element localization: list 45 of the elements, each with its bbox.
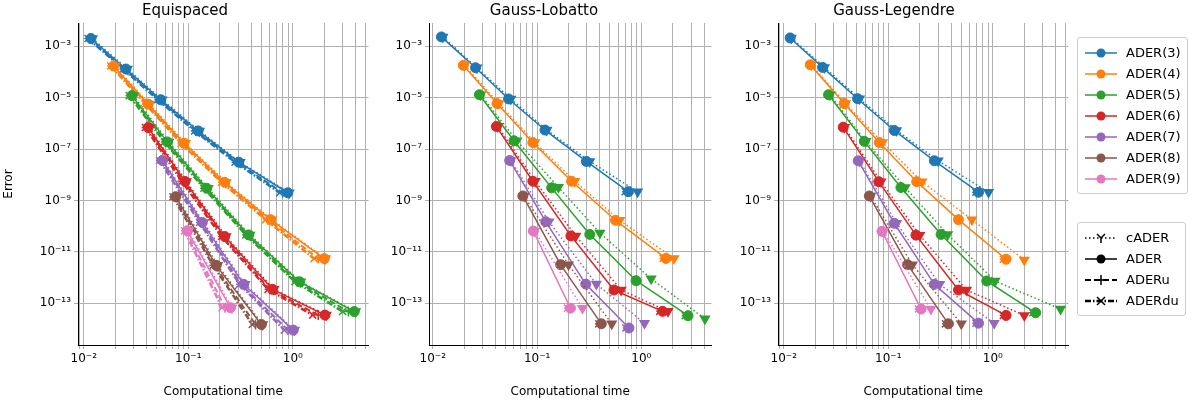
x-tick-label: 10⁻¹ [175, 351, 202, 366]
y-tick-label: 10⁻³ [744, 38, 772, 53]
legend-label: ADER [1126, 251, 1163, 266]
y-tick-label: 10⁻¹¹ [739, 244, 772, 259]
y-tick-label: 10⁻⁷ [744, 141, 772, 156]
legend-label: ADER(5) [1126, 87, 1181, 102]
x-axis-title: Computational time [510, 383, 630, 398]
y-tick-label: 10⁻³ [395, 38, 423, 53]
y-tick-label: 10⁻³ [44, 38, 72, 53]
legend-label: ADERu [1126, 272, 1170, 287]
legend-label: ADER(7) [1126, 129, 1181, 144]
chart-title: Equispaced [141, 0, 229, 19]
x-axis-title: Computational time [863, 383, 983, 398]
y-tick-label: 10⁻⁹ [395, 192, 423, 207]
chart-title: Gauss-Lobatto [489, 0, 599, 19]
y-tick-label: 10⁻⁵ [44, 89, 72, 104]
legend-label: ADERdu [1126, 293, 1179, 308]
y-tick-label: 10⁻¹³ [390, 295, 423, 310]
y-tick-label: 10⁻¹³ [739, 295, 772, 310]
x-tick-label: 10⁻¹ [523, 351, 551, 366]
y-tick-label: 10⁻⁵ [744, 89, 772, 104]
y-tick-label: 10⁻¹³ [39, 295, 72, 310]
y-tick-label: 10⁻⁵ [395, 89, 423, 104]
x-tick-label: 10⁰ [982, 351, 1004, 366]
y-tick-label: 10⁻⁷ [395, 141, 423, 156]
x-tick-label: 10⁻² [419, 351, 447, 366]
x-tick-label: 10⁻² [770, 351, 798, 366]
x-tick-label: 10⁻² [70, 351, 98, 366]
legend-label: cADER [1126, 230, 1170, 245]
y-axis-title: Error [1, 169, 16, 199]
x-tick-label: 10⁰ [631, 351, 652, 366]
y-tick-label: 10⁻⁷ [44, 141, 72, 156]
x-axis-title: Computational time [163, 383, 283, 398]
y-tick-label: 10⁻⁹ [744, 192, 772, 207]
legend-label: ADER(3) [1126, 45, 1181, 60]
x-tick-label: 10⁻¹ [875, 351, 902, 366]
legend-label: ADER(9) [1126, 171, 1181, 186]
y-tick-label: 10⁻¹¹ [390, 244, 423, 259]
legend-label: ADER(6) [1126, 108, 1181, 123]
y-tick-label: 10⁻¹¹ [39, 244, 72, 259]
legend-label: ADER(8) [1126, 150, 1181, 165]
chart-title: Gauss-Legendre [833, 0, 955, 19]
y-tick-label: 10⁻⁹ [44, 192, 72, 207]
legend-label: ADER(4) [1126, 66, 1181, 81]
x-tick-label: 10⁰ [282, 351, 304, 366]
